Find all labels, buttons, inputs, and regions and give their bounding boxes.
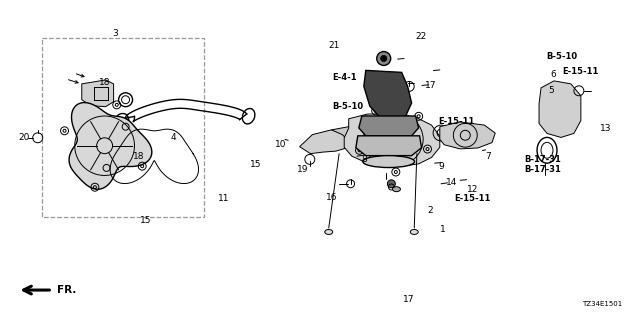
Text: 17: 17 <box>403 295 414 304</box>
Text: 17: 17 <box>425 81 436 90</box>
Text: 11: 11 <box>218 194 230 203</box>
Text: 14: 14 <box>446 178 458 187</box>
Bar <box>42 38 204 217</box>
Text: 15: 15 <box>140 216 152 225</box>
Text: 18: 18 <box>133 152 145 161</box>
Text: 1: 1 <box>440 225 445 234</box>
Polygon shape <box>440 122 495 149</box>
Text: E-15-11: E-15-11 <box>454 194 490 203</box>
Text: 2: 2 <box>427 206 433 215</box>
Ellipse shape <box>410 229 418 235</box>
Polygon shape <box>332 127 370 147</box>
Text: B-5-10: B-5-10 <box>546 52 577 61</box>
Text: 16: 16 <box>326 193 338 202</box>
Text: 13: 13 <box>600 124 612 133</box>
Text: 8: 8 <box>362 156 367 164</box>
Text: 7: 7 <box>486 152 492 161</box>
Text: FR.: FR. <box>57 285 77 295</box>
Text: 20: 20 <box>18 133 29 142</box>
Polygon shape <box>300 130 357 154</box>
Text: 10: 10 <box>275 140 287 148</box>
Polygon shape <box>344 114 440 166</box>
Text: B-17-31: B-17-31 <box>524 156 561 164</box>
Polygon shape <box>356 136 422 156</box>
Text: 6: 6 <box>550 70 556 79</box>
Ellipse shape <box>392 187 401 192</box>
Text: 12: 12 <box>467 185 478 194</box>
Text: 3: 3 <box>112 28 118 38</box>
Ellipse shape <box>363 156 415 168</box>
Circle shape <box>377 52 390 65</box>
Circle shape <box>381 55 387 61</box>
Text: 15: 15 <box>250 160 261 169</box>
Text: E-15-11: E-15-11 <box>562 67 598 76</box>
Text: E-4-1: E-4-1 <box>333 73 357 82</box>
Polygon shape <box>539 81 581 137</box>
Ellipse shape <box>324 229 333 235</box>
Text: B-17-31: B-17-31 <box>524 165 561 174</box>
Text: TZ34E1501: TZ34E1501 <box>582 301 623 307</box>
Polygon shape <box>82 80 114 107</box>
Circle shape <box>387 180 396 188</box>
Polygon shape <box>69 103 152 189</box>
Text: 22: 22 <box>415 32 426 41</box>
Polygon shape <box>364 70 412 120</box>
Text: 18: 18 <box>99 78 110 87</box>
Text: 21: 21 <box>328 41 340 50</box>
Text: 4: 4 <box>170 133 176 142</box>
Text: E-15-11: E-15-11 <box>438 117 475 126</box>
Text: 5: 5 <box>548 86 554 95</box>
Text: 19: 19 <box>297 165 308 174</box>
Polygon shape <box>359 116 419 136</box>
Text: B-5-10: B-5-10 <box>333 101 364 111</box>
Text: 9: 9 <box>438 162 444 171</box>
